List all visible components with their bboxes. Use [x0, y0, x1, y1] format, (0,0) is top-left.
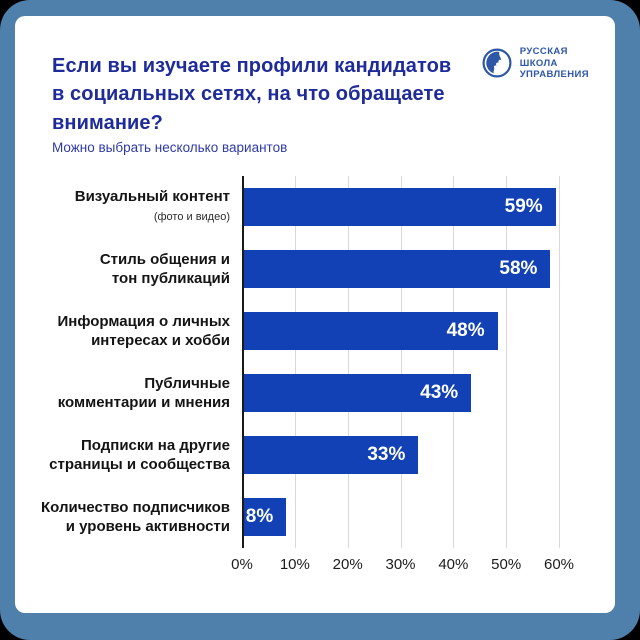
plot-area: 59% 58% 48% 43% 33% 8%: [242, 176, 560, 548]
brand-logo-line: ШКОЛА: [519, 57, 558, 69]
brand-logo-line: УПРАВЛЕНИЯ: [519, 69, 589, 80]
category-label: Публичные комментарии и мнения: [15, 362, 230, 424]
category-label-line: тон публикаций: [111, 270, 230, 287]
category-label: Стиль общения и тон публикаций: [15, 238, 230, 300]
category-label-line: Визуальный контент: [74, 188, 230, 205]
bar-value-label: 33%: [367, 444, 406, 465]
bar-value-label: 43%: [420, 382, 459, 403]
bar-row: 8%: [244, 486, 562, 548]
category-label-line: Подписки на другие: [81, 437, 230, 454]
bar-value-label: 58%: [499, 258, 538, 279]
x-axis-tick-label: 40%: [438, 556, 469, 573]
category-label-line: страницы и сообщества: [49, 456, 230, 473]
bar-row: 58%: [244, 238, 562, 300]
category-label-line: интересах и хобби: [91, 332, 230, 349]
bar: 48%: [244, 312, 498, 350]
chart-subtitle: Можно выбрать несколько вариантов: [52, 140, 288, 155]
chart-title: Если вы изучаете профили кандидатов в со…: [52, 55, 452, 134]
category-label: Информация о личных интересах и хобби: [15, 300, 231, 362]
gridline: [347, 176, 349, 548]
gridline: [294, 176, 296, 548]
bar-value-label: 8%: [245, 506, 274, 527]
bar-row: 43%: [244, 362, 562, 424]
bar-value-label: 59%: [504, 196, 543, 217]
infographic-card: Если вы изучаете профили кандидатов в со…: [15, 16, 615, 613]
category-label-line: Стиль общения и: [99, 251, 230, 268]
x-axis-tick-label: 30%: [385, 556, 416, 573]
bar: 59%: [244, 188, 556, 226]
category-sublabel: (фото и видео): [153, 211, 230, 223]
bar-value-label: 48%: [446, 320, 485, 341]
category-label-line: комментарии и мнения: [57, 394, 230, 411]
x-axis-tick-label: 60%: [543, 556, 575, 573]
bar-chart: Визуальный контент (фото и видео) Стиль об…: [15, 176, 615, 596]
bar-row: 59%: [244, 176, 562, 238]
x-axis-tick-label: 50%: [491, 556, 522, 573]
x-axis-tick-label: 10%: [279, 556, 310, 573]
bar-row: 48%: [244, 300, 562, 362]
y-axis-line: [242, 176, 244, 548]
category-label-line: Публичные: [144, 375, 230, 392]
category-label: Количество подписчиков и уровень активнос…: [15, 486, 230, 548]
gridline: [559, 176, 560, 548]
bar-row: 33%: [244, 424, 562, 486]
x-axis-tick-label: 0%: [231, 556, 253, 573]
bar: 33%: [244, 436, 419, 474]
category-label-line: Количество подписчиков: [41, 499, 230, 516]
brand-logo: РУССКАЯ ШКОЛА УПРАВЛЕНИЯ: [481, 46, 589, 81]
bar: 43%: [244, 374, 472, 412]
brand-logo-line: РУССКАЯ: [519, 46, 568, 57]
bar: 58%: [244, 250, 551, 288]
gridline: [506, 176, 508, 548]
gridline: [453, 176, 455, 548]
category-labels-column: Визуальный контент (фото и видео) Стиль об…: [15, 176, 230, 548]
category-label-line: Информация о личных: [57, 313, 231, 330]
bar: 8%: [244, 498, 287, 536]
rsu-globe-icon: [482, 48, 512, 78]
brand-logo-text: РУССКАЯ ШКОЛА УПРАВЛЕНИЯ: [520, 46, 589, 81]
gridline: [400, 176, 402, 548]
category-label: Визуальный контент (фото и видео): [15, 176, 230, 238]
category-label: Подписки на другие страницы и сообщества: [15, 424, 230, 486]
x-axis-tick-label: 20%: [332, 556, 363, 573]
x-axis: 0% 10% 20% 30% 40% 50% 60%: [231, 556, 574, 580]
category-label-line: и уровень активности: [65, 518, 230, 535]
